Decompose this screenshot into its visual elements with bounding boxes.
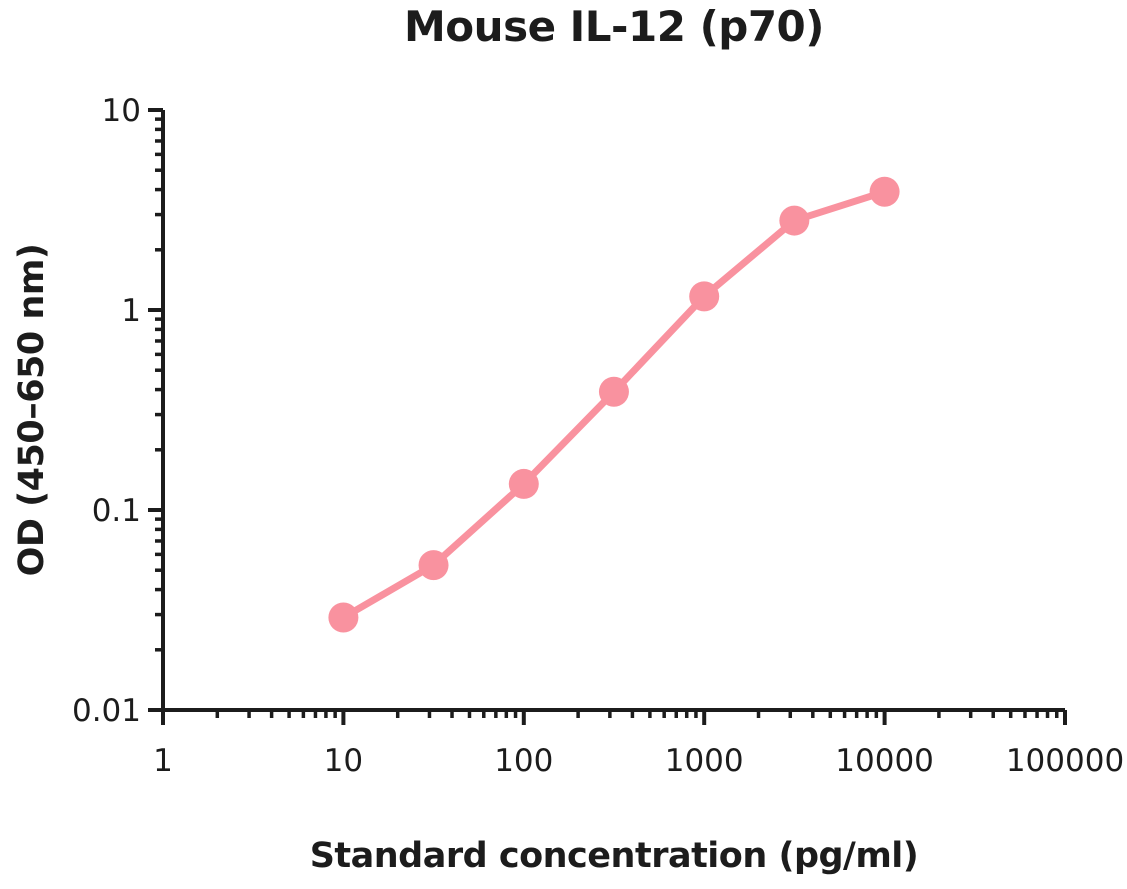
data-point — [508, 468, 539, 499]
axis-spine — [161, 110, 1065, 712]
x-tick-label: 1000 — [665, 743, 744, 779]
chart-title: Mouse IL-12 (p70) — [404, 2, 824, 51]
x-tick-label: 10 — [324, 743, 363, 779]
y-tick-label: 0.1 — [92, 493, 141, 529]
data-point — [598, 376, 629, 407]
data-point — [869, 176, 900, 207]
x-tick-label: 100 — [494, 743, 553, 779]
x-axis-title: Standard concentration (pg/ml) — [309, 836, 919, 876]
y-tick-label: 0.01 — [72, 693, 141, 729]
y-tick-label: 10 — [102, 93, 141, 129]
x-tick-label: 10000 — [835, 743, 934, 779]
data-point — [779, 205, 810, 236]
data-point — [418, 550, 449, 581]
data-point — [689, 281, 720, 312]
data-point — [328, 602, 359, 633]
x-tick-label: 100000 — [1006, 743, 1124, 779]
x-tick-label: 1 — [153, 743, 173, 779]
y-tick-label: 1 — [121, 293, 141, 329]
